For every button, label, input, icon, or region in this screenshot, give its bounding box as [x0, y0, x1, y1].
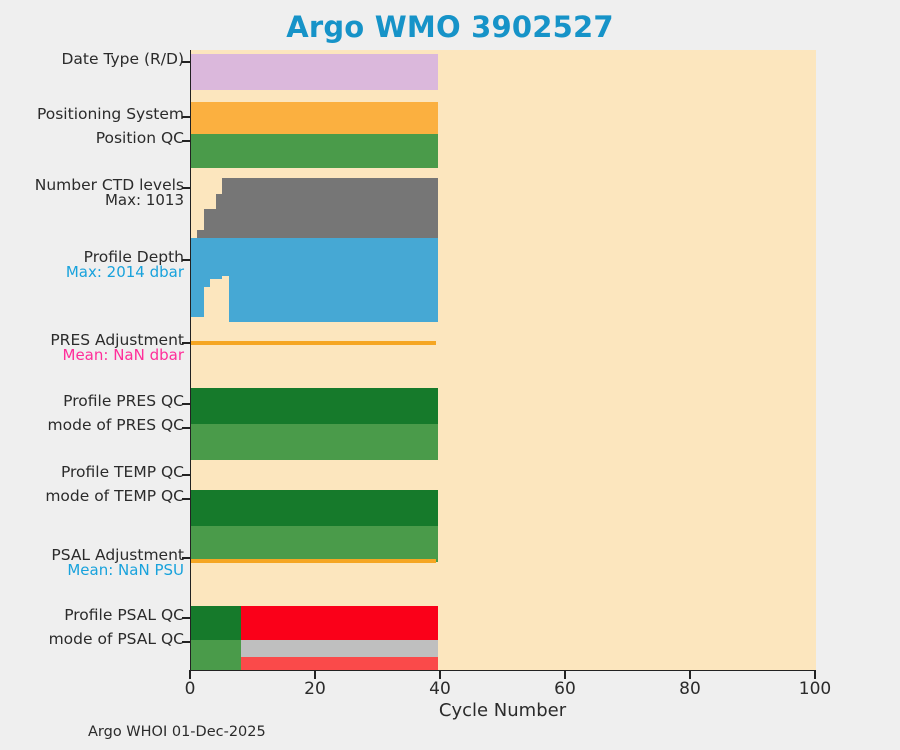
bar-position-qc-segment	[191, 134, 438, 168]
y-axis-sublabel-number-ctd-levels: Max: 1013	[104, 191, 184, 210]
plot-inner	[191, 50, 816, 670]
y-axis-label-mode-of-pres-qc: mode of PRES QC	[48, 417, 184, 433]
y-axis-tick	[182, 342, 191, 344]
bar-pres-adjustment-zero-line	[191, 341, 436, 345]
y-axis-label-text: Date Type (R/D)	[61, 50, 184, 68]
x-axis-title: Cycle Number	[438, 700, 567, 721]
y-axis-sublabel-profile-depth: Max: 2014 dbar	[65, 263, 184, 282]
x-axis-tick	[314, 670, 316, 679]
y-axis-tick	[182, 474, 191, 476]
figure-footer: Argo WHOI 01-Dec-2025	[88, 724, 266, 740]
y-axis-label-text: Profile PRES QC	[63, 392, 184, 410]
bar-profile-depth-step	[222, 238, 229, 276]
y-axis-label-profile-pres-qc: Profile PRES QC	[63, 393, 184, 409]
y-axis-tick	[182, 116, 191, 118]
bar-mode-of-psal-qc-segment	[241, 657, 438, 670]
y-axis-label-position-qc: Position QC	[96, 130, 184, 146]
y-axis-tick	[182, 498, 191, 500]
y-axis-tick	[182, 259, 191, 261]
x-axis-tick-label: 0	[184, 679, 196, 699]
y-axis-tick	[182, 403, 191, 405]
x-axis-tick-label: 20	[304, 679, 326, 699]
y-axis-sublabel-psal-adjustment: Mean: NaN PSU	[67, 561, 184, 580]
x-axis-tick	[689, 670, 691, 679]
y-axis-label-profile-temp-qc: Profile TEMP QC	[61, 464, 184, 480]
y-axis-label-positioning-system: Positioning System	[37, 106, 184, 122]
y-axis-label-profile-depth: Profile Depth Max: 2014 dbar	[66, 249, 184, 281]
y-axis-sublabel-pres-adjustment: Mean: NaN dbar	[62, 346, 185, 365]
y-axis-label-text: PSAL Adjustment	[51, 546, 184, 564]
bar-profile-depth-step	[203, 238, 210, 288]
bar-mode-of-psal-qc-segment	[241, 640, 438, 657]
bar-profile-psal-qc-segment	[241, 606, 438, 640]
bar-number-ctd-levels-step	[216, 194, 223, 268]
bar-profile-pres-qc-segment	[191, 388, 438, 424]
y-axis-label-text: Number CTD levels	[34, 176, 184, 194]
x-axis-tick	[564, 670, 566, 679]
bar-profile-depth-step	[228, 238, 438, 322]
x-axis-tick-label: 80	[679, 679, 701, 699]
y-axis-label-text: mode of PRES QC	[47, 416, 184, 434]
x-axis-tick	[189, 670, 191, 679]
bar-date-type-r-d-segment	[191, 54, 438, 90]
x-axis-tick-label: 60	[554, 679, 576, 699]
y-axis-label-text: mode of PSAL QC	[48, 630, 184, 648]
y-axis-label-text: Position QC	[95, 129, 184, 147]
y-axis-label-date-type-r-d: Date Type (R/D)	[61, 51, 184, 67]
y-axis-label-text: Profile TEMP QC	[60, 463, 184, 481]
y-axis-tick	[182, 140, 191, 142]
bar-profile-psal-qc-segment	[191, 606, 241, 640]
y-axis-label-text: PRES Adjustment	[50, 331, 184, 349]
bar-profile-depth-step	[197, 238, 204, 317]
bar-profile-depth-step	[216, 238, 223, 279]
y-axis-label-pres-adjustment: PRES Adjustment Mean: NaN dbar	[50, 332, 184, 364]
y-axis-label-mode-of-psal-qc: mode of PSAL QC	[49, 631, 184, 647]
x-axis-tick-label: 100	[798, 679, 832, 699]
y-axis-label-text: Profile PSAL QC	[64, 606, 184, 624]
page-title: Argo WMO 3902527	[286, 10, 614, 44]
y-axis-label-text: Positioning System	[36, 105, 184, 123]
bar-profile-depth-step	[191, 238, 198, 317]
y-axis-tick	[182, 617, 191, 619]
y-axis-label-number-ctd-levels: Number CTD levels Max: 1013	[35, 177, 184, 209]
x-axis-tick	[439, 670, 441, 679]
y-axis-label-profile-psal-qc: Profile PSAL QC	[64, 607, 184, 623]
bar-profile-temp-qc-segment	[191, 490, 438, 526]
y-axis-tick	[182, 427, 191, 429]
y-axis-tick	[182, 187, 191, 189]
y-axis-label-psal-adjustment: PSAL Adjustment Mean: NaN PSU	[51, 547, 184, 579]
bar-mode-of-temp-qc-segment	[191, 526, 438, 562]
x-axis-tick-label: 40	[429, 679, 451, 699]
y-axis-label-mode-of-temp-qc: mode of TEMP QC	[45, 488, 184, 504]
y-axis-tick	[182, 61, 191, 63]
bar-positioning-system-segment	[191, 102, 438, 134]
bar-mode-of-psal-qc-segment	[191, 640, 241, 670]
bar-mode-of-pres-qc-segment	[191, 424, 438, 460]
y-axis-label-text: mode of TEMP QC	[45, 487, 184, 505]
y-axis-tick	[182, 557, 191, 559]
bar-psal-adjustment-zero-line	[191, 559, 436, 563]
x-axis-tick	[814, 670, 816, 679]
bar-profile-depth-step	[209, 238, 216, 279]
y-axis-label-text: Profile Depth	[83, 248, 184, 266]
plot-area	[190, 50, 816, 671]
y-axis-tick	[182, 641, 191, 643]
